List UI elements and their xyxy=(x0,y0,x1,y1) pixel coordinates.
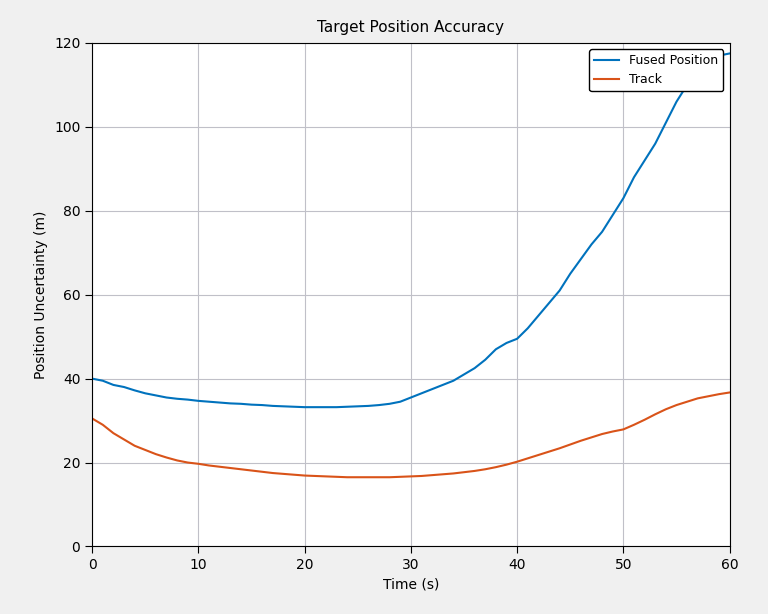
Track xyxy=(215,463,224,470)
Fused Position xyxy=(438,381,447,389)
Fused Position xyxy=(215,399,224,406)
X-axis label: Time (s): Time (s) xyxy=(382,578,439,592)
Fused Position xyxy=(321,403,330,411)
Track xyxy=(310,472,319,480)
Track xyxy=(438,470,447,478)
Line: Track: Track xyxy=(92,392,730,477)
Fused Position xyxy=(481,356,490,363)
Track xyxy=(481,465,490,473)
Fused Position xyxy=(88,375,97,383)
Track xyxy=(88,415,97,422)
Fused Position xyxy=(650,140,660,147)
Line: Fused Position: Fused Position xyxy=(92,53,730,407)
Track xyxy=(237,465,246,473)
Track xyxy=(343,473,352,481)
Legend: Fused Position, Track: Fused Position, Track xyxy=(589,49,723,91)
Title: Target Position Accuracy: Target Position Accuracy xyxy=(317,20,505,35)
Track xyxy=(725,389,734,396)
Fused Position xyxy=(725,50,734,57)
Fused Position xyxy=(237,400,246,408)
Track xyxy=(650,411,660,418)
Y-axis label: Position Uncertainty (m): Position Uncertainty (m) xyxy=(35,211,48,379)
Fused Position xyxy=(300,403,310,411)
